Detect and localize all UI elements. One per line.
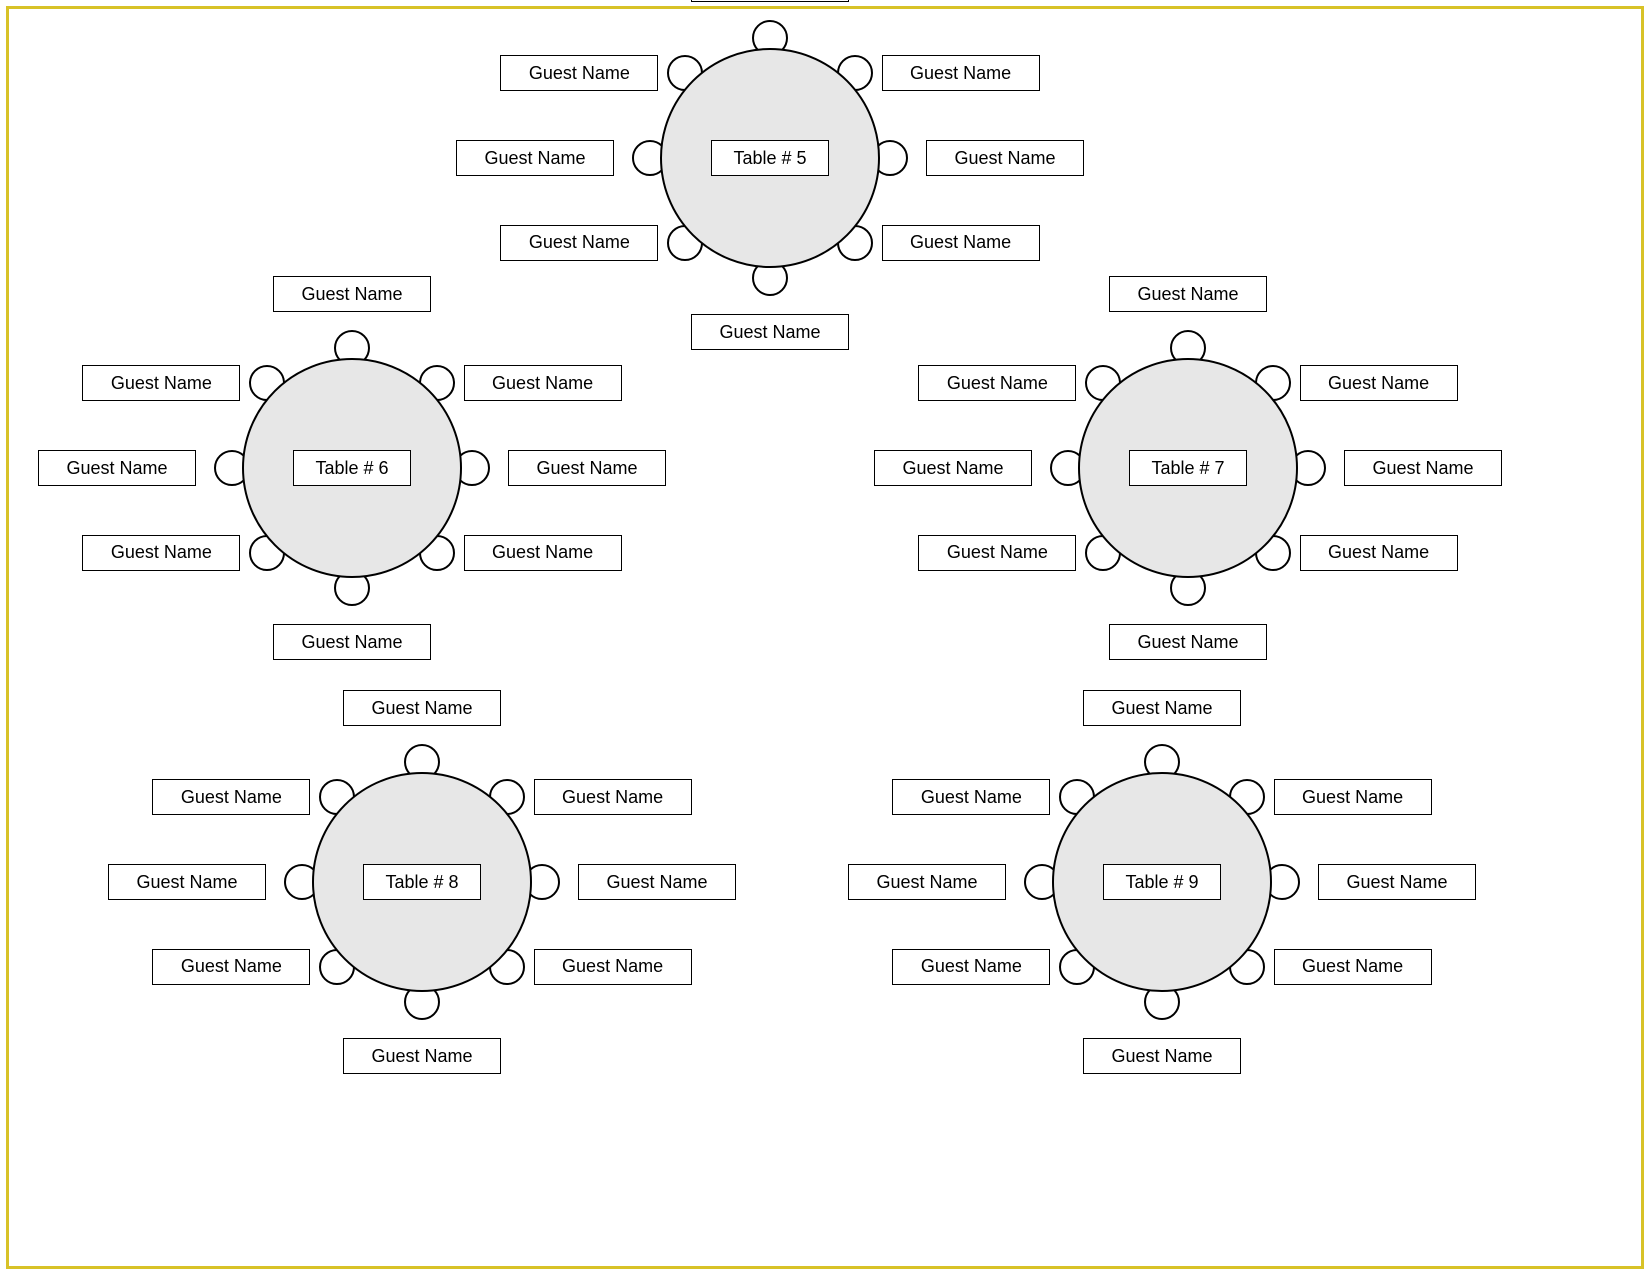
guest-name-box[interactable]: Guest Name <box>1083 690 1241 726</box>
guest-name-box[interactable]: Guest Name <box>848 864 1006 900</box>
seating-chart: Table # 5Guest NameGuest NameGuest NameG… <box>0 0 1650 1275</box>
guest-name-box[interactable]: Guest Name <box>1274 949 1432 985</box>
guest-name-box[interactable]: Guest Name <box>1318 864 1476 900</box>
guest-name-box[interactable]: Guest Name <box>892 949 1050 985</box>
guest-name-box[interactable]: Guest Name <box>1274 779 1432 815</box>
guest-name-box[interactable]: Guest Name <box>892 779 1050 815</box>
guest-name-box[interactable]: Guest Name <box>1083 1038 1241 1074</box>
table-cluster-t9: Table # 9 Guest Name Guest Name Guest Name G… <box>0 0 1650 1275</box>
table-number-box[interactable]: Table # 9 <box>1103 864 1221 900</box>
